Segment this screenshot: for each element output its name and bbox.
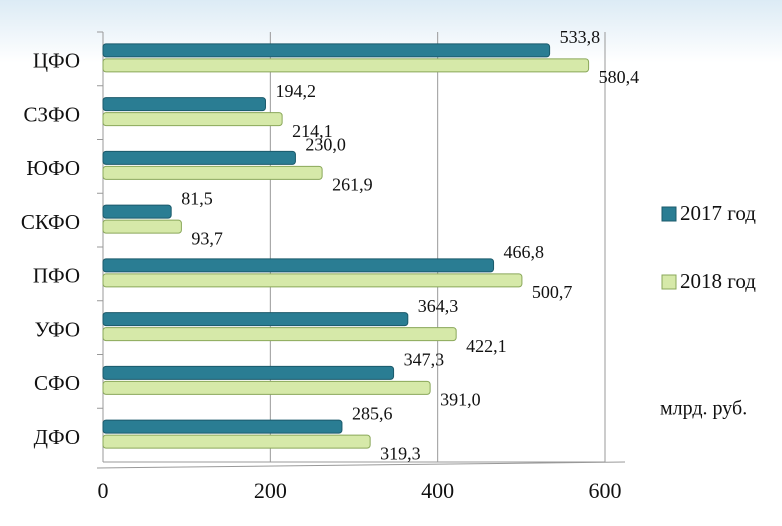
value-label: 81,5 <box>181 188 213 208</box>
y-tick-label: УФО <box>35 317 80 341</box>
value-label: 391,0 <box>440 390 481 410</box>
y-tick-label: ПФО <box>33 264 80 288</box>
bar <box>102 434 371 449</box>
y-tick-label: СЗФО <box>23 102 80 126</box>
x-tick-label: 600 <box>589 478 622 503</box>
value-label: 230,0 <box>305 135 346 155</box>
value-label: 533,8 <box>560 27 601 47</box>
floor-line <box>96 461 626 469</box>
legend-label: 2017 год <box>680 201 756 225</box>
value-label: 319,3 <box>380 443 421 463</box>
y-tick-label: ЮФО <box>26 156 80 180</box>
bar <box>102 112 283 127</box>
bar <box>102 273 523 288</box>
unit-note: млрд. руб. <box>660 398 747 420</box>
bar <box>102 58 590 73</box>
y-tick-label: ДФО <box>34 425 80 449</box>
value-label: 500,7 <box>532 282 573 302</box>
bar <box>102 97 266 112</box>
y-tick-label: СФО <box>34 371 80 395</box>
x-tick-label: 200 <box>254 478 287 503</box>
bar <box>102 380 431 395</box>
bar <box>102 312 409 327</box>
y-tick-label: СКФО <box>21 210 80 234</box>
value-label: 261,9 <box>332 175 373 195</box>
bar <box>102 43 551 58</box>
bar <box>102 165 323 180</box>
value-label: 347,3 <box>404 350 445 370</box>
bar <box>102 365 395 380</box>
legend-swatch <box>661 274 677 290</box>
bar <box>102 219 182 234</box>
bar <box>102 258 495 273</box>
value-label: 285,6 <box>352 403 393 423</box>
value-label: 214,1 <box>292 121 333 141</box>
x-tick-label: 400 <box>421 478 454 503</box>
legend-swatch <box>661 206 677 222</box>
legend-label: 2018 год <box>680 269 756 293</box>
y-tick-label: ЦФО <box>33 49 80 73</box>
bar <box>102 419 343 434</box>
value-label: 93,7 <box>191 228 223 248</box>
x-tick-label: 0 <box>98 478 109 503</box>
bar <box>102 204 172 219</box>
value-label: 466,8 <box>504 242 545 262</box>
bar <box>102 327 457 342</box>
value-label: 580,4 <box>599 67 640 87</box>
value-label: 364,3 <box>418 296 459 316</box>
value-label: 194,2 <box>275 81 316 101</box>
value-label: 422,1 <box>466 336 507 356</box>
bar <box>102 150 296 165</box>
